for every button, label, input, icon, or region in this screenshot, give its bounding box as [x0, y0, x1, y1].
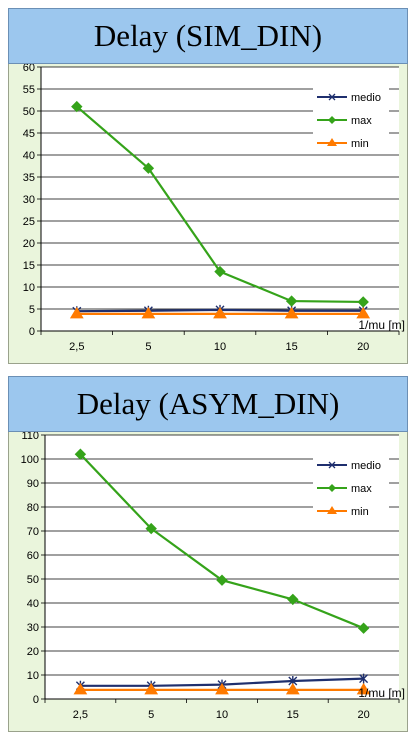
y-tick-label: 20: [27, 646, 39, 658]
x-axis-label: 1/mu [m]: [358, 686, 405, 700]
y-tick-label: 5: [29, 304, 35, 316]
y-tick-label: 45: [23, 128, 35, 140]
y-tick-label: 20: [23, 238, 35, 250]
x-tick-label: 20: [357, 341, 369, 353]
x-tick-label: 10: [216, 709, 228, 721]
x-tick-label: 20: [357, 709, 369, 721]
chart-title-box: Delay (ASYM_DIN): [8, 376, 408, 432]
x-tick-label: 15: [285, 341, 297, 353]
y-tick-label: 0: [33, 694, 39, 706]
y-tick-label: 80: [27, 502, 39, 514]
y-tick-label: 50: [27, 574, 39, 586]
y-tick-label: 40: [23, 150, 35, 162]
x-tick-label: 10: [214, 341, 226, 353]
y-tick-label: 60: [27, 550, 39, 562]
y-tick-label: 10: [27, 670, 39, 682]
x-tick-label: 2,5: [69, 341, 84, 353]
y-tick-label: 0: [29, 326, 35, 338]
legend-label-medio: medio: [351, 460, 381, 472]
legend: medio max min: [313, 83, 389, 151]
y-tick-label: 35: [23, 172, 35, 184]
y-tick-label: 50: [23, 106, 35, 118]
y-tick-label: 30: [23, 194, 35, 206]
x-axis-label: 1/mu [m]: [358, 318, 405, 332]
y-tick-label: 40: [27, 598, 39, 610]
x-tick-label: 5: [148, 709, 154, 721]
legend: medio max min: [313, 451, 389, 519]
y-tick-label: 30: [27, 622, 39, 634]
legend-label-max: max: [351, 115, 372, 127]
x-tick-label: 5: [145, 341, 151, 353]
y-tick-label: 25: [23, 216, 35, 228]
legend-label-medio: medio: [351, 92, 381, 104]
chart-title: Delay (ASYM_DIN): [77, 386, 340, 422]
y-tick-label: 70: [27, 526, 39, 538]
x-tick-label: 2,5: [73, 709, 88, 721]
legend-label-min: min: [351, 138, 369, 150]
y-tick-label: 10: [23, 282, 35, 294]
x-tick-label: 15: [287, 709, 299, 721]
chart-panel-asym-din: 0 10 20 30 40 50 60 70 80 90 100 110 2,5 5 10 15 20 1/mu …: [8, 376, 408, 732]
legend-label-min: min: [351, 506, 369, 518]
y-tick-label: 15: [23, 260, 35, 272]
y-tick-label: 100: [21, 454, 39, 466]
y-tick-label: 55: [23, 84, 35, 96]
chart-title: Delay (SIM_DIN): [94, 18, 322, 54]
chart-title-box: Delay (SIM_DIN): [8, 8, 408, 64]
y-tick-label: 90: [27, 478, 39, 490]
chart-panel-sim-din: 0 5 10 15 20 25 30 35 40 45 50 55 60 2,5 5 10 15 20 1/mu […: [8, 8, 408, 364]
legend-label-max: max: [351, 483, 372, 495]
